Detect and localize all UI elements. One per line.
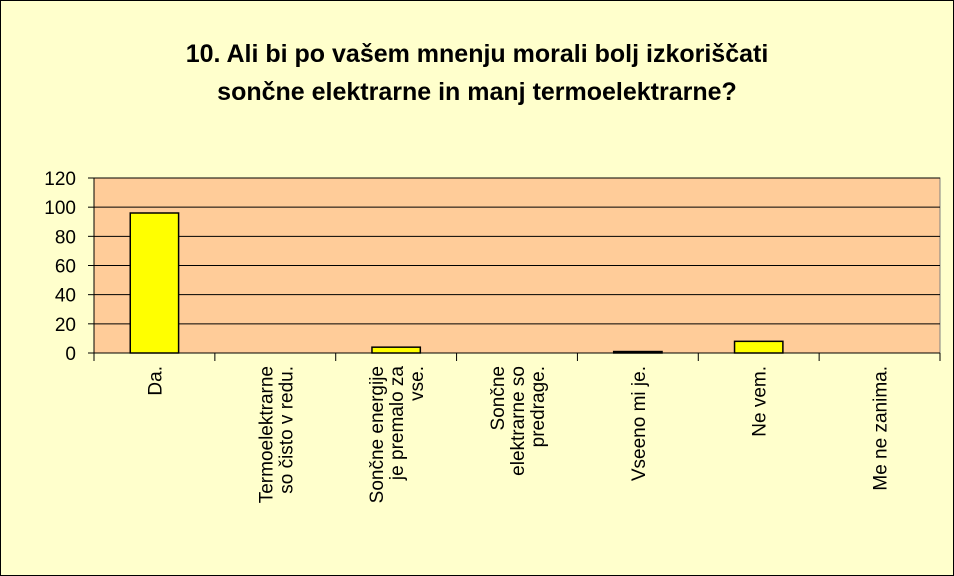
bar [612,350,663,354]
x-tick-label: Me ne zanima. [871,366,892,491]
bar [371,346,422,354]
chart-title: 10. Ali bi po vašem mnenju morali bolj i… [186,40,769,106]
bar [129,212,180,354]
y-tick-label: 0 [65,344,76,365]
x-tick-label: Sončne energijeje premalo zavse. [367,366,428,504]
y-tick-label: 100 [44,198,76,219]
x-tick-label: Ne vem. [750,366,771,437]
y-tick-label: 60 [55,257,76,278]
bar [733,340,784,354]
x-tick-label: Vseeno mi je. [629,366,650,481]
y-tick-label: 20 [55,315,76,336]
x-tick-label: Sončneelektrarne sopredrage. [488,366,549,476]
x-tick-label: Da. [145,366,166,396]
y-tick-label: 80 [55,227,76,248]
x-tick-label: Termoelektrarneso čisto v redu. [256,366,297,503]
y-tick-label: 120 [44,169,76,190]
y-tick-label: 40 [55,286,76,307]
